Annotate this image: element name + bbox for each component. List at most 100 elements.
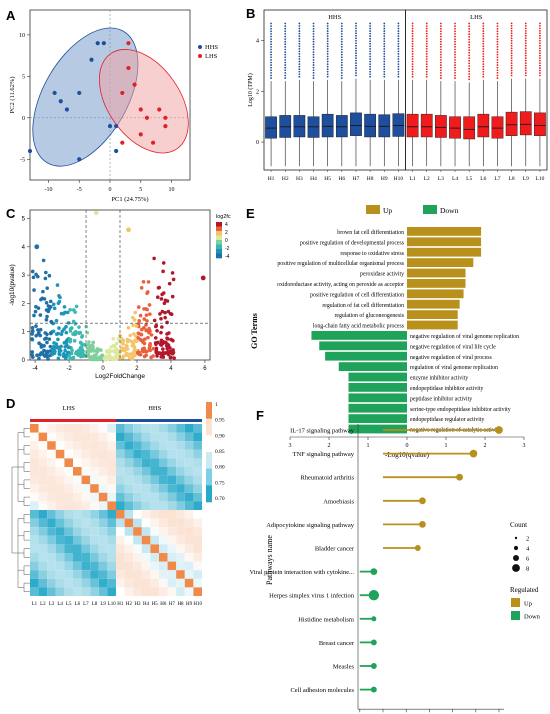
go-up-bar	[407, 310, 458, 319]
heatmap-cell	[38, 475, 48, 485]
box-outlier	[482, 42, 485, 45]
heatmap-cell	[184, 484, 194, 493]
go-up-term: peroxidase activity	[360, 272, 404, 278]
box-outlier	[510, 34, 513, 37]
volcano-point	[128, 333, 133, 338]
heatmap-cell	[193, 458, 202, 467]
volcano-point	[51, 329, 56, 334]
box-outlier	[454, 33, 456, 35]
heatmap-cell	[116, 441, 125, 450]
box-x-tick-label: L1	[410, 176, 416, 182]
box-outlier	[298, 75, 301, 78]
box-outlier	[270, 77, 272, 79]
box-outlier	[411, 42, 414, 45]
box-outlier	[482, 75, 485, 78]
box-outlier	[397, 68, 400, 71]
box-outlier	[369, 42, 372, 45]
heatmap-cell	[81, 432, 91, 442]
box-outlier	[411, 55, 414, 58]
volcano-point	[161, 347, 165, 351]
box-outlier	[539, 54, 541, 57]
volcano-colorbar-tick: 2	[225, 230, 228, 236]
box-outlier	[369, 68, 372, 71]
heatmap-cell	[64, 527, 73, 536]
volcano-point	[72, 331, 77, 335]
heatmap-colorbar-segment	[206, 418, 212, 436]
box-group-title: HHS	[328, 14, 341, 21]
box-outlier	[411, 30, 414, 32]
volcano-point	[132, 318, 137, 322]
heatmap-cell	[107, 432, 116, 442]
volcano-point	[114, 341, 119, 346]
count-legend-label: 2	[526, 536, 529, 543]
volcano-point	[144, 328, 148, 333]
count-legend-label: 4	[526, 546, 530, 553]
volcano-point	[163, 298, 168, 303]
box-outlier	[482, 58, 485, 60]
heatmap-cell	[159, 467, 168, 476]
box-outlier	[355, 47, 357, 50]
volcano-point	[165, 320, 169, 325]
box-outlier	[270, 38, 272, 41]
volcano-point	[42, 337, 47, 341]
heatmap-cell	[141, 441, 151, 450]
volcano-y-tick-label: 5	[22, 216, 26, 222]
volcano-point	[68, 329, 73, 333]
box-outlier	[369, 27, 372, 30]
box-body	[335, 115, 348, 138]
go-legend-label: Up	[383, 206, 392, 215]
heatmap-cell	[73, 492, 82, 502]
box-outlier	[510, 22, 513, 25]
go-down-bar	[348, 424, 407, 434]
box-outlier	[284, 45, 287, 48]
box-outlier	[411, 32, 414, 35]
box-outlier	[270, 33, 272, 35]
heatmap-cell	[98, 492, 108, 502]
box-outlier	[369, 32, 372, 35]
box-outlier	[270, 30, 272, 33]
box-outlier	[312, 66, 315, 69]
box-outlier	[454, 22, 456, 25]
heatmap-column-label: L5	[66, 602, 72, 607]
heatmap-cell	[98, 501, 108, 510]
heatmap-cell	[90, 475, 99, 485]
volcano-point	[165, 336, 169, 340]
box-outlier	[312, 77, 315, 79]
heatmap-cell	[133, 587, 142, 596]
volcano-point	[49, 331, 53, 336]
volcano-point	[54, 342, 59, 346]
volcano-point	[129, 356, 133, 361]
heatmap-cell	[167, 441, 177, 450]
box-outlier	[326, 45, 329, 48]
box-body	[406, 113, 419, 138]
volcano-point	[59, 311, 64, 316]
volcano-point	[120, 347, 124, 351]
box-outlier	[298, 37, 301, 40]
go-up-term: oxidoreductase activity, acting on perox…	[277, 282, 404, 288]
heatmap-cell	[90, 432, 99, 442]
heatmap-colorbar-tick: 1	[215, 402, 218, 408]
heatmap-cell	[47, 544, 56, 553]
volcano-point	[157, 285, 162, 290]
heatmap-cell	[64, 587, 73, 596]
volcano-point	[88, 356, 92, 360]
heatmap-cell	[30, 492, 39, 502]
box-outlier	[454, 40, 456, 43]
box-outlier	[298, 25, 301, 27]
volcano-point	[70, 326, 74, 330]
volcano-point	[116, 348, 120, 353]
box-outlier	[524, 44, 527, 47]
volcano-point	[133, 310, 137, 315]
go-x-axis-label: -Log10(qvalue)	[385, 451, 430, 459]
go-down-bar	[319, 341, 407, 351]
volcano-point	[158, 312, 162, 316]
box-outlier	[539, 67, 541, 69]
pca-point-lhs	[132, 82, 137, 87]
box-outlier	[524, 64, 527, 67]
heatmap-cell	[193, 432, 202, 442]
box-outlier	[425, 30, 428, 32]
box-outlier	[411, 75, 414, 78]
heatmap-cell	[30, 484, 39, 493]
volcano-colorbar-segment	[216, 222, 222, 227]
volcano-point	[129, 339, 134, 344]
